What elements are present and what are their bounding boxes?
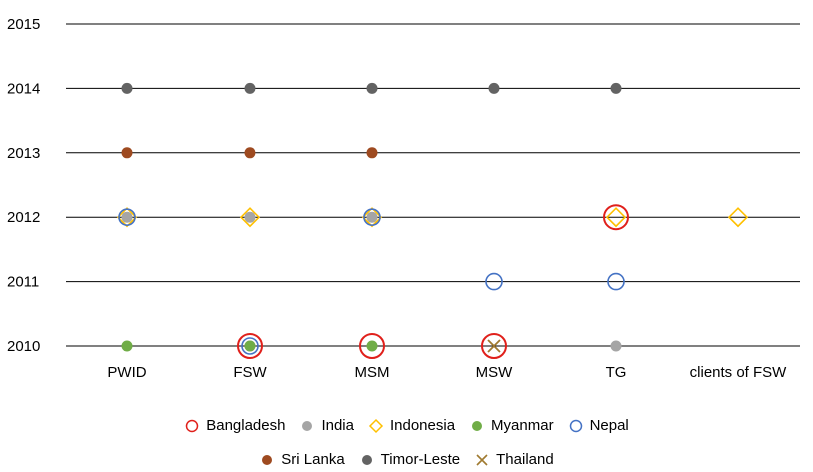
- point-sri-lanka-msm-2013: [366, 147, 378, 159]
- legend-marker-myanmar: [472, 420, 483, 431]
- legend-item-indonesia: Indonesia: [368, 417, 455, 434]
- legend-label-indonesia: Indonesia: [389, 417, 456, 434]
- x-tick-label-tg: TG: [606, 364, 627, 381]
- point-nepal-msm-2012: [363, 208, 381, 226]
- y-tick-label-2010: 2010: [7, 338, 40, 355]
- point-nepal-fsw-2010: [241, 337, 259, 355]
- point-bangladesh-tg-2012: [603, 204, 629, 231]
- x-tick-label-pwid: PWID: [107, 364, 146, 381]
- legend-marker-timor-leste: [361, 454, 372, 465]
- legend-marker-shape: [569, 419, 582, 432]
- x-tick-label-msw: MSW: [476, 364, 514, 381]
- x-tick-label-msm: MSM: [355, 364, 390, 381]
- point-indonesia-msm-2012: [361, 207, 383, 228]
- legend-label-nepal: Nepal: [589, 417, 629, 434]
- legend-item-myanmar: Myanmar: [469, 417, 554, 434]
- series-myanmar: [121, 340, 378, 352]
- legend-marker-shape: [262, 454, 273, 465]
- point-nepal-pwid-2012: [118, 208, 136, 226]
- point-timor-leste-fsw-2014: [244, 82, 256, 94]
- point-nepal-tg-2011: [607, 272, 625, 291]
- x-tick-label-fsw: FSW: [233, 364, 267, 381]
- point-indonesia-tg-2012: [605, 207, 627, 228]
- legend-marker-nepal: [569, 419, 582, 432]
- legend-marker-sri-lanka: [262, 454, 273, 465]
- point-nepal-msw-2011: [485, 272, 503, 291]
- point-timor-leste-msm-2014: [366, 82, 378, 94]
- series-indonesia: [116, 207, 749, 228]
- legend-marker-indonesia: [368, 418, 384, 433]
- y-tick-label-2013: 2013: [7, 145, 40, 162]
- point-indonesia-pwid-2012: [116, 207, 138, 228]
- point-myanmar-fsw-2010: [244, 340, 256, 352]
- x-tick-label-clients-of-fsw: clients of FSW: [690, 364, 788, 381]
- legend-row-2: Sri Lanka Timor-Leste Thailand: [0, 451, 813, 468]
- point-thailand-msw-2010: [487, 339, 501, 353]
- chart-plot: 2010 2011 2012 2013 2014 2015 PWID FSW MSM MSW TG c…: [7, 16, 800, 381]
- point-bangladesh-fsw-2010: [237, 333, 263, 359]
- series-thailand: [487, 339, 501, 353]
- legend-marker-shape: [368, 418, 384, 433]
- point-sri-lanka-fsw-2013: [244, 147, 256, 159]
- legend-item-thailand: Thailand: [474, 451, 554, 468]
- point-myanmar-msm-2010: [366, 340, 378, 352]
- legend-marker-shape: [361, 454, 372, 465]
- point-timor-leste-pwid-2014: [121, 82, 133, 94]
- y-tick-label-2011: 2011: [7, 274, 39, 291]
- legend-item-india: India: [299, 417, 354, 434]
- point-bangladesh-msw-2010: [481, 333, 507, 359]
- legend-marker-shape: [476, 453, 488, 466]
- legend-label-timor-leste: Timor-Leste: [380, 451, 461, 468]
- series-nepal: [118, 208, 625, 355]
- legend-item-nepal: Nepal: [568, 417, 629, 434]
- point-india-pwid-2012: [121, 211, 133, 223]
- legend-marker-shape: [302, 420, 313, 431]
- legend-marker-shape: [185, 419, 199, 432]
- legend-item-timor-leste: Timor-Leste: [359, 451, 460, 468]
- legend-marker-thailand: [476, 453, 488, 466]
- point-india-fsw-2012: [244, 211, 256, 223]
- point-sri-lanka-pwid-2013: [121, 147, 133, 159]
- series-bangladesh: [237, 204, 629, 359]
- point-myanmar-pwid-2010: [121, 340, 133, 352]
- legend-label-myanmar: Myanmar: [491, 417, 554, 434]
- y-tick-label-2015: 2015: [7, 16, 40, 33]
- point-india-msm-2012: [366, 211, 378, 223]
- legend-label-india: India: [321, 417, 354, 434]
- legend-label-bangladesh: Bangladesh: [206, 417, 286, 434]
- point-timor-leste-tg-2014: [610, 82, 622, 94]
- series-timor-leste: [121, 82, 622, 94]
- legend-marker-shape: [472, 420, 483, 431]
- legend-row-1: Bangladesh India Indonesia Myanmar Nepal: [0, 417, 813, 434]
- legend-marker-bangladesh: [185, 419, 199, 432]
- point-indonesia-clients-of-fsw-2012: [727, 207, 749, 228]
- series-sri-lanka: [121, 147, 378, 159]
- legend-label-sri-lanka: Sri Lanka: [281, 451, 345, 468]
- legend-item-bangladesh: Bangladesh: [184, 417, 285, 434]
- point-bangladesh-msm-2010: [359, 333, 385, 359]
- point-india-tg-2010: [610, 340, 622, 352]
- legend-marker-india: [302, 420, 313, 431]
- legend-label-thailand: Thailand: [496, 451, 554, 468]
- point-timor-leste-msw-2014: [488, 82, 500, 94]
- y-tick-label-2014: 2014: [7, 80, 40, 97]
- point-indonesia-fsw-2012: [239, 207, 261, 228]
- y-tick-label-2012: 2012: [7, 209, 40, 226]
- legend-item-sri-lanka: Sri Lanka: [259, 451, 345, 468]
